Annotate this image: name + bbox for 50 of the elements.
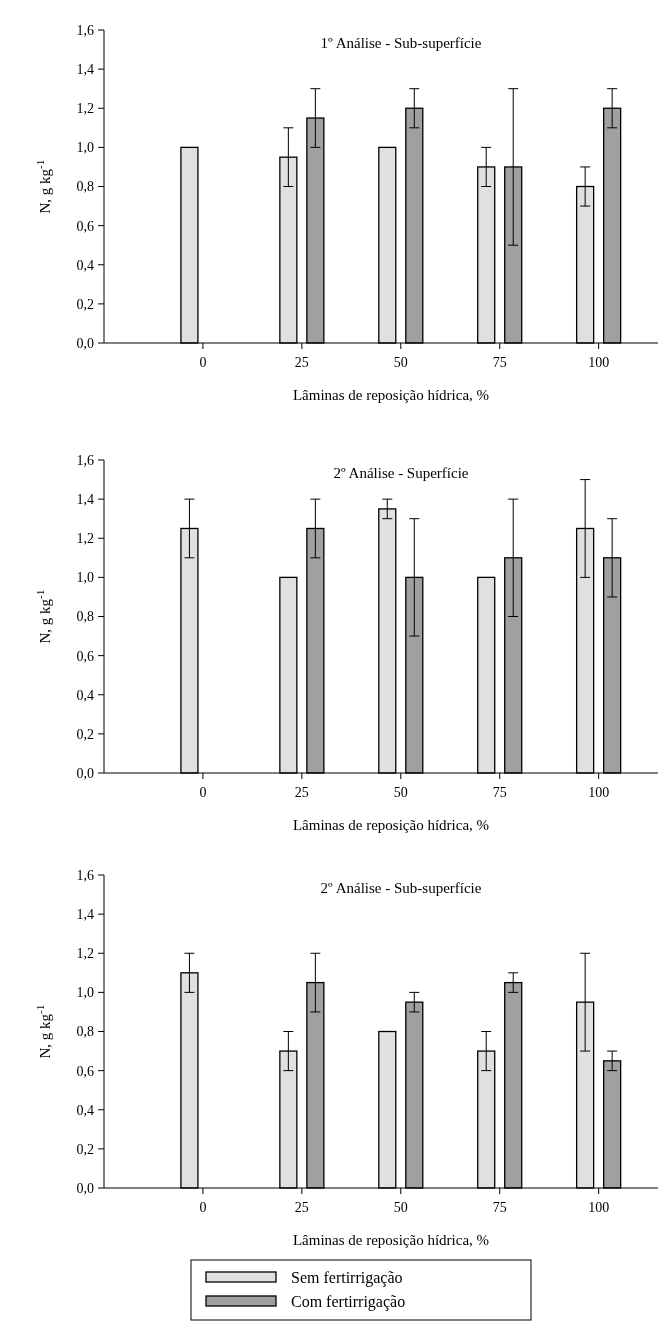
y-tick-label: 1,2 — [76, 946, 94, 962]
y-tick-label: 0,4 — [76, 1102, 94, 1118]
x-tick-label: 25 — [294, 355, 309, 370]
y-tick-label: 0,2 — [76, 1141, 94, 1157]
y-tick-label: 0,8 — [76, 179, 94, 195]
y-tick-label: 0,4 — [76, 257, 94, 273]
x-tick-label: 75 — [492, 1200, 507, 1215]
y-tick-label: 0,4 — [76, 687, 94, 703]
x-tick-label: 0 — [199, 355, 207, 370]
x-tick-label: 0 — [199, 1200, 207, 1215]
x-tick-label: 75 — [492, 355, 507, 370]
x-axis-title: Lâminas de reposição hídrica, % — [292, 1232, 490, 1248]
y-tick-label: 0,6 — [76, 648, 94, 664]
x-axis-title: Lâminas de reposição hídrica, % — [292, 387, 490, 403]
y-tick-label: 1,6 — [76, 867, 94, 883]
y-tick-label: 1,0 — [76, 140, 94, 156]
chart-title: 2º Análise - Superfície — [333, 465, 469, 481]
chart-title: 2º Análise - Sub-superfície — [320, 880, 482, 896]
legend-label: Sem fertirrigação — [291, 1268, 403, 1287]
x-tick-label: 50 — [393, 785, 408, 800]
y-tick-label: 1,4 — [76, 492, 94, 508]
y-tick-label: 0,0 — [76, 1180, 94, 1196]
y-tick-label: 0,8 — [76, 1024, 94, 1040]
x-tick-label: 75 — [492, 785, 507, 800]
y-tick-label: 1,2 — [76, 101, 94, 117]
legend-label: Com fertirrigação — [291, 1292, 406, 1311]
y-tick-label: 1,2 — [76, 531, 94, 547]
x-tick-label: 0 — [199, 785, 207, 800]
y-tick-label: 1,4 — [76, 62, 94, 78]
y-tick-label: 0,8 — [76, 609, 94, 625]
y-tick-label: 0,0 — [76, 335, 94, 351]
x-tick-label: 100 — [588, 1200, 610, 1215]
x-axis-title: Lâminas de reposição hídrica, % — [292, 817, 490, 833]
y-tick-label: 0,2 — [76, 726, 94, 742]
y-tick-label: 1,0 — [76, 570, 94, 586]
x-tick-label: 100 — [588, 785, 610, 800]
y-tick-label: 1,6 — [76, 22, 94, 38]
y-tick-label: 0,6 — [76, 1063, 94, 1079]
y-tick-label: 1,0 — [76, 985, 94, 1001]
x-tick-label: 100 — [588, 355, 610, 370]
y-tick-label: 1,4 — [76, 907, 94, 923]
y-tick-label: 0,0 — [76, 765, 94, 781]
x-tick-label: 25 — [294, 785, 309, 800]
x-tick-label: 25 — [294, 1200, 309, 1215]
y-tick-label: 0,6 — [76, 218, 94, 234]
y-tick-label: 0,2 — [76, 296, 94, 312]
x-tick-label: 50 — [393, 1200, 408, 1215]
y-tick-label: 1,6 — [76, 452, 94, 468]
chart-title: 1º Análise - Sub-superfície — [320, 35, 482, 51]
x-tick-label: 50 — [393, 355, 408, 370]
